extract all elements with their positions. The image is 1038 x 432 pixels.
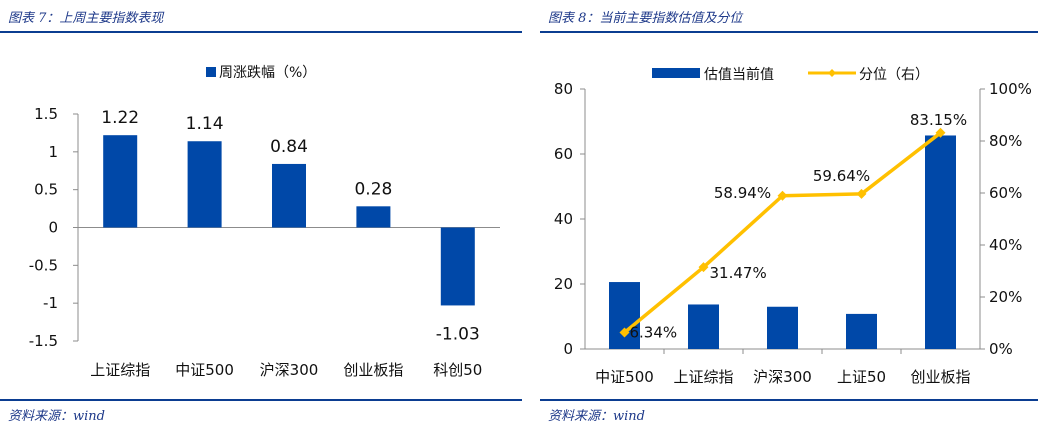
y-tick-label: 1.5 <box>34 105 58 123</box>
x-tick-label: 沪深300 <box>260 361 319 379</box>
line-data-label: 6.34% <box>630 324 678 342</box>
x-tick-label: 创业板指 <box>343 361 403 379</box>
x-tick-label: 上证50 <box>837 368 886 386</box>
bar <box>103 135 138 228</box>
source-note: 资料来源：wind <box>548 409 645 424</box>
legend-label-bars: 估值当前值 <box>704 66 774 83</box>
line-data-label: 31.47% <box>710 264 767 282</box>
header-rule <box>0 31 522 33</box>
y2-tick-label: 100% <box>989 80 1032 98</box>
data-label: 0.28 <box>354 179 392 199</box>
y-tick-label: 1 <box>48 143 58 161</box>
x-tick-label: 上证综指 <box>673 368 733 386</box>
bar <box>187 141 222 228</box>
x-tick-label: 沪深300 <box>753 368 812 386</box>
line-point <box>856 188 867 199</box>
y-tick-label: 0 <box>48 219 58 237</box>
bar <box>767 306 798 349</box>
line-data-label: 83.15% <box>910 111 967 129</box>
legend-swatch <box>206 67 216 77</box>
footer-rule <box>0 399 522 401</box>
legend-label: 周涨跌幅（%） <box>219 65 316 81</box>
valuation-panel: 图表 8：当前主要指数估值及分位 估值当前值 分位（右） 0 20 40 60 80 0% 20… <box>540 0 1038 432</box>
y-tick-label: -0.5 <box>29 256 58 274</box>
header-rule <box>540 31 1038 33</box>
x-tick-label: 创业板指 <box>910 368 970 386</box>
y-tick-label: 0.5 <box>34 181 58 199</box>
data-label: 0.84 <box>270 137 308 157</box>
y-tick-label: 80 <box>554 80 573 98</box>
panel-title: 图表 8：当前主要指数估值及分位 <box>548 11 743 26</box>
y-tick-label: 0 <box>563 340 573 358</box>
bar <box>609 282 640 349</box>
bar <box>272 163 306 228</box>
x-tick-label: 中证500 <box>595 368 654 386</box>
x-tick-label: 科创50 <box>433 361 482 379</box>
footer-rule <box>540 399 1038 401</box>
x-tick-label: 上证综指 <box>90 361 150 379</box>
y-tick-label: 60 <box>554 145 573 163</box>
bar <box>846 313 877 349</box>
legend-label-line: 分位（右） <box>859 67 929 83</box>
valuation-chart: 估值当前值 分位（右） 0 20 40 60 80 0% 20% 40% 60% 80% 100% 中证5… <box>554 66 1032 386</box>
y2-tick-label: 80% <box>989 132 1022 150</box>
data-label: 1.14 <box>186 114 224 134</box>
weekly-change-panel: 图表 7：上周主要指数表现 周涨跌幅（%） -1.5 -1 -0.5 0 0.5 1 1.5 1… <box>0 11 522 424</box>
y-tick-label: 20 <box>554 275 573 293</box>
y-tick-label: -1 <box>43 294 58 312</box>
bar <box>925 135 956 349</box>
source-note: 资料来源：wind <box>8 409 105 424</box>
line-point <box>698 262 709 273</box>
legend-swatch-marker <box>828 69 836 77</box>
line-data-label: 59.64% <box>813 167 870 185</box>
line-data-label: 58.94% <box>714 184 771 202</box>
line-point <box>619 327 630 338</box>
y-tick-label: 40 <box>554 210 573 228</box>
y2-tick-label: 0% <box>989 340 1013 358</box>
data-label: -1.03 <box>436 324 480 344</box>
y2-tick-label: 20% <box>989 288 1022 306</box>
weekly-change-chart: 周涨跌幅（%） -1.5 -1 -0.5 0 0.5 1 1.5 1.22 上证综指 1.14 中证5… <box>29 65 500 379</box>
y-tick-label: -1.5 <box>29 332 58 350</box>
x-tick-label: 中证500 <box>175 361 234 379</box>
data-label: 1.22 <box>101 108 139 128</box>
panel-title: 图表 7：上周主要指数表现 <box>8 11 164 26</box>
y2-tick-label: 40% <box>989 236 1022 254</box>
y2-tick-label: 60% <box>989 184 1022 202</box>
legend-swatch-bars <box>652 68 700 78</box>
percentile-line <box>623 131 942 334</box>
bar <box>356 206 391 228</box>
line-point <box>935 127 946 138</box>
line-point <box>777 190 788 201</box>
bar <box>440 227 475 306</box>
bar <box>688 304 719 349</box>
